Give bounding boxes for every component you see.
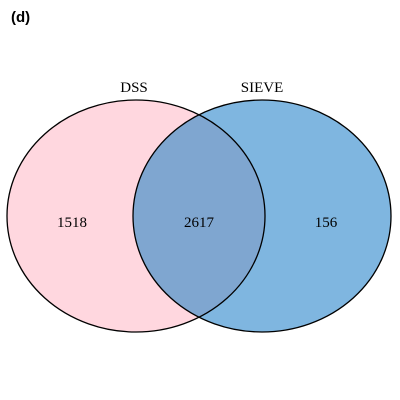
panel-label: (d) — [11, 9, 30, 26]
count-intersection: 2617 — [184, 215, 215, 231]
set-label-dss: DSS — [120, 80, 148, 96]
intersection-region — [133, 100, 265, 332]
set-sieve-outline — [132, 99, 392, 333]
count-sieve-only: 156 — [315, 215, 338, 231]
set-label-sieve: SIEVE — [241, 80, 284, 96]
set-dss-outline — [6, 99, 266, 333]
count-dss-only: 1518 — [57, 215, 87, 231]
